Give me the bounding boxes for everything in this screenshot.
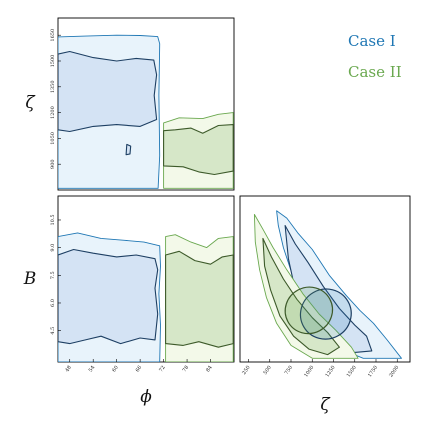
phi-vs-zeta-case-i-inner-island-contour [125, 143, 132, 156]
x-tick-label: 72 [158, 365, 167, 374]
phi-vs-zeta-case-ii-inner-contour [163, 124, 234, 176]
x-tick-label: 48 [64, 365, 73, 374]
phi-vs-B-case-i-inner-contour [58, 248, 159, 345]
zeta-vs-B-case-i-ellipse [299, 288, 352, 340]
panel-phi-b [58, 232, 234, 362]
phi-vs-B-case-ii-inner-contour [165, 250, 234, 348]
panel-phi-zeta [58, 34, 234, 189]
y-axis-label-b: B [23, 269, 37, 289]
x-tick-label: 66 [135, 365, 144, 374]
y-tick-label: 6.0 [50, 299, 56, 307]
panel-zeta-b [253, 210, 402, 359]
x-tick-label: 54 [88, 365, 97, 374]
y-tick-label: 1500 [50, 55, 56, 68]
x-tick-label: 750 [284, 365, 294, 376]
x-tick-label: 78 [182, 365, 191, 374]
x-tick-label: 1000 [303, 365, 315, 379]
x-tick-label: 500 [262, 365, 272, 376]
x-tick-label: 250 [241, 365, 251, 376]
zeta-vs-B-case-ii-inner-contour [262, 237, 340, 356]
legend-case-2: Case II [348, 63, 402, 81]
x-tick-label: 1500 [346, 365, 358, 379]
x-tick-label: 1250 [324, 365, 336, 379]
legend-case-1: Case I [348, 32, 396, 50]
y-tick-label: 1200 [50, 106, 56, 119]
x-tick-label: 60 [111, 365, 120, 374]
y-tick-label: 1650 [50, 29, 56, 42]
tick-labels: 900 1050 1200 1350 1500 1650 4.5 6.0 7.5 9.0 10.5 4… [50, 29, 400, 379]
y-tick-label: 900 [50, 159, 56, 169]
y-tick-label: 1350 [50, 80, 56, 93]
x-tick-label: 1750 [367, 365, 379, 379]
y-tick-label: 1050 [50, 132, 56, 145]
zeta-vs-B-case-ii-ellipse [284, 286, 334, 335]
y-tick-label: 9.0 [50, 244, 56, 252]
y-axis-label-zeta: ζ [25, 93, 36, 113]
y-tick-label: 10.5 [50, 214, 56, 225]
x-axis-label-zeta: ζ [320, 395, 331, 415]
phi-vs-zeta-case-i-inner-contour [58, 50, 158, 133]
x-axis-label-phi: ϕ [140, 387, 152, 407]
x-tick-label: 2000 [388, 365, 400, 379]
panel-zeta-b-frame [239, 195, 411, 363]
y-tick-label: 4.5 [50, 327, 56, 335]
y-tick-label: 7.5 [50, 271, 56, 279]
zeta-vs-B-case-ii-outer-contour [253, 213, 359, 359]
x-tick-label: 84 [205, 365, 214, 374]
